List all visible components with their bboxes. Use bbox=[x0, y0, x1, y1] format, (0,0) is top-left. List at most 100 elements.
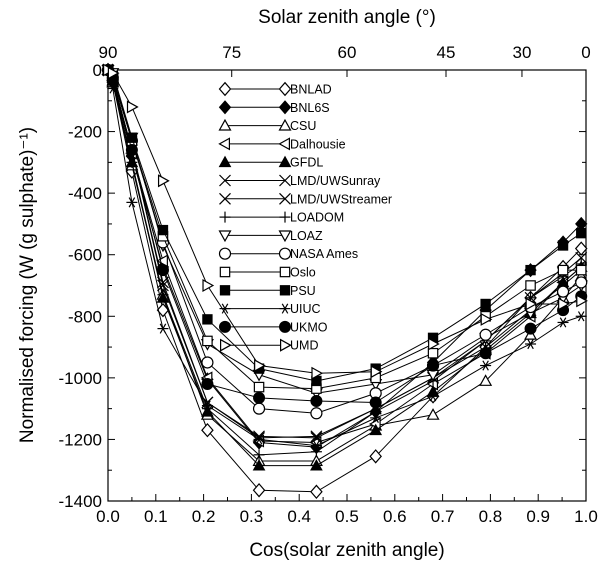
legend: BNLAD BNL6S CSU Dalhousie GFDL LMD/UWSunray LM… bbox=[218, 81, 392, 353]
data-point bbox=[253, 434, 265, 445]
x2-tick-label: 60 bbox=[338, 43, 357, 62]
legend-item: LMD/UWStreamer bbox=[219, 192, 392, 206]
data-point bbox=[575, 251, 588, 264]
legend-item: LMD/UWSunray bbox=[219, 174, 381, 188]
y-tick-label: -1200 bbox=[59, 430, 102, 449]
data-point bbox=[525, 264, 536, 276]
y-axis-title: Normalised forcing (W (g sulphate)⁻¹) bbox=[17, 127, 38, 443]
data-point bbox=[310, 407, 323, 420]
data-point bbox=[156, 264, 169, 277]
data-point bbox=[575, 264, 587, 276]
data-point bbox=[252, 459, 266, 471]
data-point bbox=[557, 264, 569, 276]
legend-item: NASA Ames bbox=[218, 247, 358, 261]
y-axis: 0 -200 -400 -600 -800 -1000 -1200 -1400 bbox=[59, 61, 586, 511]
data-point bbox=[156, 254, 168, 268]
data-point bbox=[201, 378, 214, 391]
legend-marker bbox=[278, 81, 292, 97]
legend-marker bbox=[278, 230, 292, 243]
series-ukmo bbox=[102, 64, 588, 409]
legend-marker bbox=[218, 81, 232, 97]
series-line bbox=[107, 69, 582, 467]
x-tick-label: 0.2 bbox=[192, 507, 216, 526]
legend-marker bbox=[219, 211, 231, 223]
data-point bbox=[253, 381, 265, 393]
x-tick-label: 0.0 bbox=[96, 507, 120, 526]
data-point bbox=[252, 482, 266, 498]
legend-marker bbox=[218, 118, 232, 131]
x-axis-title: Cos(solar zenith angle) bbox=[249, 540, 444, 561]
legend-item: LOAZ bbox=[218, 229, 323, 243]
legend-marker bbox=[279, 266, 291, 278]
series-loadom bbox=[102, 64, 587, 461]
data-point bbox=[427, 347, 439, 359]
legend-marker bbox=[279, 320, 291, 333]
x-tick-label: 0.5 bbox=[335, 507, 359, 526]
data-point bbox=[576, 294, 588, 308]
data-point bbox=[157, 289, 169, 301]
data-point bbox=[525, 297, 538, 311]
y-tick-label: -400 bbox=[68, 184, 102, 203]
data-point bbox=[157, 279, 169, 292]
data-point bbox=[479, 347, 492, 360]
legend-label: LOADOM bbox=[290, 211, 344, 225]
x-tick-label: 0.4 bbox=[287, 507, 311, 526]
x-axis-top: 90 75 60 45 30 0 bbox=[99, 43, 591, 77]
x2-tick-label: 90 bbox=[99, 43, 118, 62]
legend-label: UIUC bbox=[290, 302, 321, 316]
legend-item: UKMO bbox=[219, 320, 328, 334]
legend-marker bbox=[278, 100, 292, 115]
series-umd bbox=[102, 63, 588, 380]
data-point bbox=[556, 285, 570, 298]
data-point bbox=[369, 423, 383, 436]
legend-marker bbox=[219, 174, 231, 187]
x-tick-label: 0.7 bbox=[431, 507, 455, 526]
data-point bbox=[525, 338, 537, 350]
series-line bbox=[107, 69, 582, 462]
plot-frame bbox=[107, 69, 587, 502]
x2-tick-label: 30 bbox=[512, 43, 531, 62]
data-point bbox=[575, 311, 587, 322]
x2-tick-label: 45 bbox=[437, 43, 456, 62]
data-point bbox=[557, 240, 569, 251]
x2-axis-title: Solar zenith angle (°) bbox=[258, 7, 436, 28]
data-point bbox=[480, 298, 491, 310]
data-point bbox=[574, 241, 588, 256]
legend-label: Dalhousie bbox=[290, 137, 346, 151]
y-tick-label: -600 bbox=[68, 246, 102, 265]
x2-tick-label: 75 bbox=[222, 43, 241, 62]
data-point bbox=[310, 484, 323, 500]
legend-marker bbox=[219, 320, 231, 333]
data-point bbox=[252, 402, 266, 415]
legend-item: UIUC bbox=[219, 302, 321, 316]
legend-marker bbox=[219, 303, 231, 314]
legend-marker bbox=[219, 285, 231, 296]
x-axis-bottom: 0.0 0.1 0.2 0.3 0.4 0.5 0.6 0.7 0.8 0.9 1.0 bbox=[96, 494, 598, 526]
legend-item: PSU bbox=[219, 284, 316, 298]
legend-marker bbox=[219, 192, 231, 205]
x-tick-label: 0.3 bbox=[240, 507, 264, 526]
data-point bbox=[427, 391, 439, 402]
data-point bbox=[369, 449, 382, 464]
legend-label: LMD/UWStreamer bbox=[290, 192, 392, 206]
legend-item: Oslo bbox=[219, 266, 316, 280]
legend-marker bbox=[280, 338, 292, 352]
data-point bbox=[479, 328, 492, 341]
legend-item: UMD bbox=[220, 338, 318, 353]
legend-item: GFDL bbox=[218, 155, 323, 170]
y-tick-label: -800 bbox=[68, 307, 102, 326]
data-point bbox=[157, 323, 169, 334]
legend-marker bbox=[218, 137, 230, 151]
data-point bbox=[428, 337, 440, 351]
x-tick-label: 0.9 bbox=[526, 507, 550, 526]
data-point bbox=[254, 359, 266, 373]
legend-label: UMD bbox=[290, 339, 318, 353]
data-point bbox=[253, 449, 265, 461]
legend-marker bbox=[219, 266, 231, 278]
data-point bbox=[157, 224, 169, 236]
legend-marker bbox=[279, 192, 291, 205]
legend-label: UKMO bbox=[290, 320, 328, 334]
data-point bbox=[310, 446, 322, 458]
legend-item: BNL6S bbox=[218, 100, 330, 115]
